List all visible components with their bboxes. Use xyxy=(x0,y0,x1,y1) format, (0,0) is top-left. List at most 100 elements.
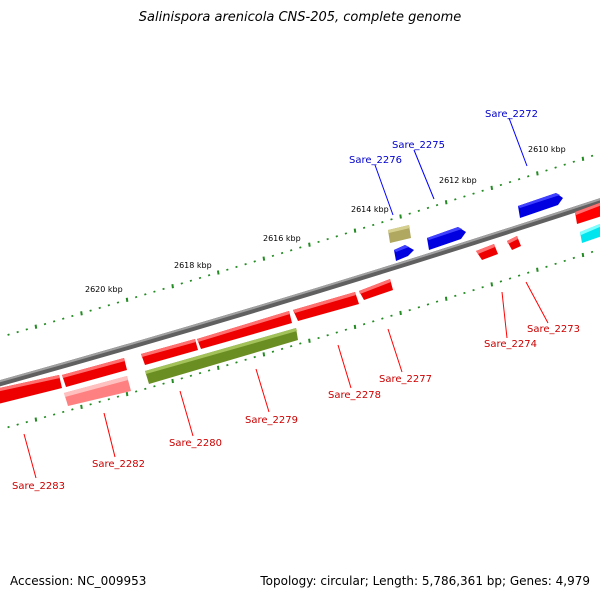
tick-mark xyxy=(299,246,302,249)
gene-label-sare-2280[interactable]: Sare_2280 xyxy=(169,438,222,449)
genome-backbone-highlight xyxy=(0,198,600,383)
tick-mark xyxy=(317,240,320,244)
inner-tick-track xyxy=(7,250,594,429)
leader-sare-2275 xyxy=(413,149,435,200)
gene-label-sare-2272[interactable]: Sare_2272 xyxy=(485,109,538,120)
leader-sare-2283 xyxy=(23,433,37,479)
tick-mark xyxy=(353,228,357,233)
tick-mark xyxy=(16,330,19,334)
tick-mark xyxy=(253,355,256,359)
tick-mark xyxy=(527,271,530,274)
tick-mark xyxy=(262,352,266,357)
tick-mark xyxy=(481,189,484,192)
tick-mark xyxy=(235,361,238,364)
tick-mark xyxy=(399,310,402,316)
tick-mark xyxy=(125,391,129,397)
gene-feature-sare-2279[interactable] xyxy=(145,328,298,384)
tick-mark xyxy=(390,314,393,317)
gene-feature-sare-2283[interactable] xyxy=(0,375,62,404)
tick-mark xyxy=(262,256,266,261)
tick-mark xyxy=(481,286,484,289)
tick-mark xyxy=(472,192,475,195)
gene-label-sare-2276[interactable]: Sare_2276 xyxy=(349,155,402,166)
tick-mark xyxy=(52,320,56,323)
tick-mark xyxy=(572,256,576,260)
gene-feature-sare-2282[interactable] xyxy=(64,376,131,406)
gene-feature-red-edge[interactable] xyxy=(575,202,600,224)
gene-feature-sare-2282-a[interactable] xyxy=(62,358,127,387)
kbp-label-2614: 2614 kbp xyxy=(351,205,389,214)
gene-feature-sare-2275[interactable] xyxy=(427,227,466,250)
gene-feature-sare-2278[interactable] xyxy=(293,292,359,321)
tick-mark xyxy=(536,267,539,272)
gene-feature-sare-2277[interactable] xyxy=(359,279,393,300)
leader-sare-2280 xyxy=(179,390,194,437)
gene-label-sare-2277[interactable]: Sare_2277 xyxy=(379,374,432,385)
tick-mark xyxy=(308,338,311,343)
gene-label-sare-2279[interactable]: Sare_2279 xyxy=(245,415,298,426)
tick-mark xyxy=(362,323,366,326)
gene-label-sare-2282[interactable]: Sare_2282 xyxy=(92,459,145,470)
tick-mark xyxy=(362,226,366,229)
gene-label-sare-2273[interactable]: Sare_2273 xyxy=(527,324,580,335)
tick-mark xyxy=(134,390,138,393)
tick-mark xyxy=(171,284,174,289)
gene-feature-sare-2273[interactable] xyxy=(507,236,521,250)
tick-mark xyxy=(527,175,530,178)
tick-mark xyxy=(34,324,38,329)
tick-mark xyxy=(426,206,430,210)
tick-mark xyxy=(216,270,220,275)
tick-mark xyxy=(162,287,165,291)
tick-mark xyxy=(335,331,339,334)
tick-mark xyxy=(253,260,256,263)
leader-sare-2282 xyxy=(103,412,116,458)
tick-mark xyxy=(280,251,284,255)
gene-feature-sare-2272[interactable] xyxy=(518,193,563,218)
tick-mark xyxy=(289,345,293,348)
tick-mark xyxy=(216,365,220,370)
tick-mark xyxy=(198,371,202,375)
kbp-label-2618: 2618 kbp xyxy=(174,261,212,270)
tick-mark xyxy=(52,413,56,416)
tick-mark xyxy=(244,358,247,361)
tick-mark xyxy=(344,232,348,235)
tick-mark xyxy=(226,363,229,367)
kbp-label-2616: 2616 kbp xyxy=(263,234,301,243)
gene-label-sare-2283[interactable]: Sare_2283 xyxy=(12,481,65,492)
tick-mark xyxy=(508,277,512,280)
outer-tick-track xyxy=(7,154,594,336)
tick-mark xyxy=(454,294,457,298)
genome-summary-text: Topology: circular; Length: 5,786,361 bp… xyxy=(260,574,590,588)
kbp-label-2612: 2612 kbp xyxy=(439,176,477,185)
tick-mark xyxy=(198,276,202,280)
gene-feature-khaki[interactable] xyxy=(388,225,411,243)
gene-label-sare-2275[interactable]: Sare_2275 xyxy=(392,140,445,151)
tick-mark xyxy=(508,180,512,184)
gene-feature-cyan[interactable] xyxy=(580,223,600,243)
tick-mark xyxy=(353,324,357,330)
tick-mark xyxy=(144,387,147,391)
tick-mark xyxy=(89,309,92,312)
accession-text: Accession: NC_009953 xyxy=(10,574,147,588)
leader-sare-2279 xyxy=(255,368,270,413)
tick-mark xyxy=(271,254,275,258)
gene-feature-sare-2274[interactable] xyxy=(476,244,498,260)
tick-mark xyxy=(335,235,339,238)
leader-sare-2273 xyxy=(525,281,549,324)
gene-feature-sare-2280[interactable] xyxy=(141,339,198,365)
tick-mark xyxy=(162,382,165,385)
gene-feature-sare-2276[interactable] xyxy=(394,245,414,261)
leader-sare-2274 xyxy=(501,291,508,339)
tick-mark xyxy=(7,425,10,429)
tick-mark xyxy=(98,306,101,310)
tick-mark xyxy=(71,314,74,318)
gene-label-sare-2278[interactable]: Sare_2278 xyxy=(328,390,381,401)
tick-mark xyxy=(226,268,229,271)
tick-mark xyxy=(381,221,384,224)
tick-mark xyxy=(454,198,457,201)
tick-mark xyxy=(180,377,184,380)
gene-feature-sare-2279-red[interactable] xyxy=(197,311,292,349)
gene-label-sare-2274[interactable]: Sare_2274 xyxy=(484,339,537,350)
tick-mark xyxy=(472,288,475,292)
